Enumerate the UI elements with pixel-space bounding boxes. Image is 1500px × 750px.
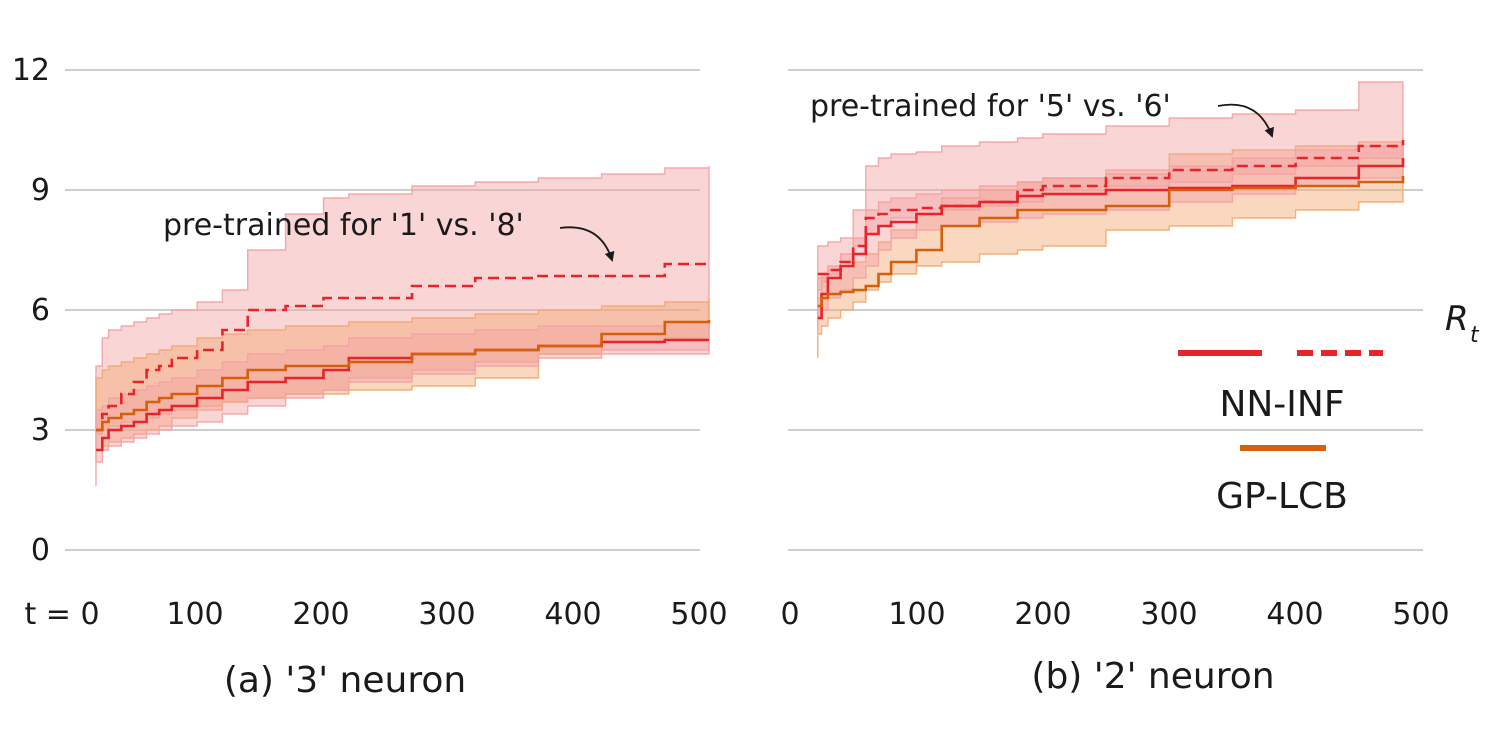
x-tick-label: 100 (166, 597, 223, 632)
panel-b-annotation: pre-trained for '5' vs. '6' (810, 89, 1171, 124)
y-axis-label-main: R (1445, 299, 1469, 339)
x-tick-label: 500 (1392, 597, 1449, 632)
x-tick-label: 500 (670, 597, 727, 632)
series-line-gp-lcb-solid (817, 176, 1405, 308)
panel-b-caption: (b) '2' neuron (1031, 656, 1274, 697)
x-tick-label: 200 (1014, 597, 1071, 632)
x-tick-label: 100 (888, 597, 945, 632)
panel-b-x-ticks: 0 100 200 300 400 500 (780, 597, 1449, 632)
x-tick-label: 0 (780, 597, 799, 632)
y-tick-label: 6 (31, 293, 50, 328)
series-line-gp-lcb-solid (96, 320, 711, 432)
legend: NN-INF GP-LCB (1178, 350, 1383, 517)
series-band-gp-lcb-solid (817, 138, 1404, 358)
legend-label-gp-lcb: GP-LCB (1216, 476, 1348, 517)
panel-a-annotation: pre-trained for '1' vs. '8' (163, 208, 524, 243)
panel-b-grid (788, 69, 1423, 551)
y-axis-label-subscript: t (1470, 323, 1480, 348)
x-tick-label: 300 (1140, 597, 1197, 632)
panel-a-plot (95, 166, 711, 486)
series-band-nn-inf-solid (95, 321, 710, 486)
y-tick-label: 0 (31, 533, 50, 568)
x-tick-label: 200 (292, 597, 349, 632)
x-tick-label: 400 (1266, 597, 1323, 632)
panel-a-annotation-arrow (559, 226, 615, 262)
series-line-nn-inf-dashed (817, 140, 1405, 276)
y-tick-label: 3 (31, 413, 50, 448)
legend-label-nn-inf: NN-INF (1219, 384, 1344, 425)
x-tick-label: 300 (418, 597, 475, 632)
panel-a: 0 3 6 9 12 t = 0 100 200 300 400 500 (a)… (12, 53, 728, 701)
series-line-nn-inf-dashed (96, 262, 709, 432)
panel-b: 0 100 200 300 400 500 (b) '2' neuron pre… (780, 69, 1450, 697)
x-tick-label: t = 0 (24, 597, 99, 632)
y-tick-label: 12 (12, 53, 50, 88)
panel-b-plot (817, 81, 1405, 358)
panel-b-annotation-arrow (1217, 103, 1274, 138)
y-tick-label: 9 (31, 173, 50, 208)
panel-a-caption: (a) '3' neuron (224, 660, 466, 701)
y-axis-label: R t (1445, 299, 1480, 348)
panel-a-y-ticks: 0 3 6 9 12 (12, 53, 50, 568)
panel-a-x-ticks: t = 0 100 200 300 400 500 (24, 597, 727, 632)
x-tick-label: 400 (544, 597, 601, 632)
